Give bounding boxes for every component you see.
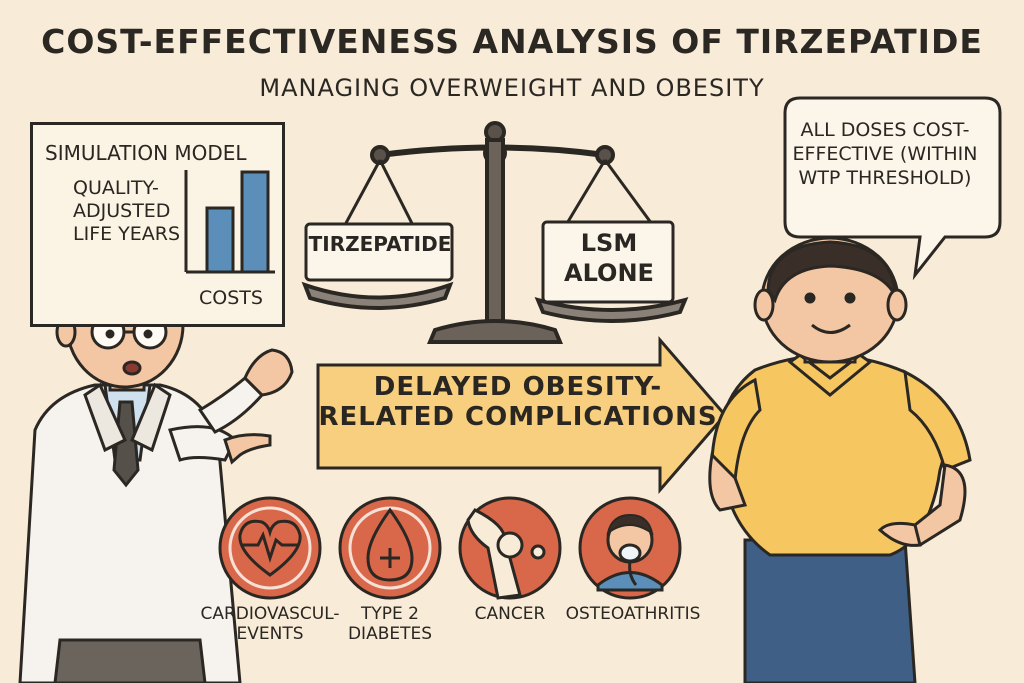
joint-icon: [458, 496, 562, 600]
speech-bubble: [783, 96, 1002, 281]
tirzepatide-plate-label: TIRZEPATIDE: [308, 232, 452, 256]
simulation-title: SIMULATION MODEL: [45, 141, 247, 165]
complication-label-cancer: CANCER: [474, 604, 546, 624]
costs-label: COSTS: [199, 287, 263, 309]
complication-label-osteoarthritis: OSTEOATHRITIS: [565, 604, 701, 624]
blood-drop-icon: [338, 496, 442, 600]
speech-bubble-text: ALL DOSES COST-EFFECTIVE (WITHIN WTP THR…: [792, 119, 978, 189]
arrow-label: DELAYED OBESITY-RELATED COMPLICATIONS: [318, 372, 718, 432]
complication-label-cardiovascular: CARDIOVASCUL- EVENTS: [200, 604, 340, 644]
page-subtitle: MANAGING OVERWEIGHT AND OBESITY: [259, 74, 765, 102]
page-title: COST-EFFECTIVENESS ANALYSIS OF TIRZEPATI…: [41, 22, 983, 61]
complication-label-diabetes: TYPE 2 DIABETES: [347, 604, 433, 644]
simulation-model-panel: SIMULATION MODEL QUALITY-ADJUSTED LIFE Y…: [30, 122, 285, 327]
balance-scale-icon: [301, 121, 689, 344]
heart-ecg-icon: [218, 496, 322, 600]
patient-figure: [708, 236, 972, 683]
patient-oxygen-mask-icon: [578, 496, 682, 600]
qaly-label: QUALITY-ADJUSTED LIFE YEARS: [73, 177, 181, 245]
lsm-alone-plate-label: LSM ALONE: [564, 229, 654, 287]
delay-arrow: [316, 335, 727, 495]
